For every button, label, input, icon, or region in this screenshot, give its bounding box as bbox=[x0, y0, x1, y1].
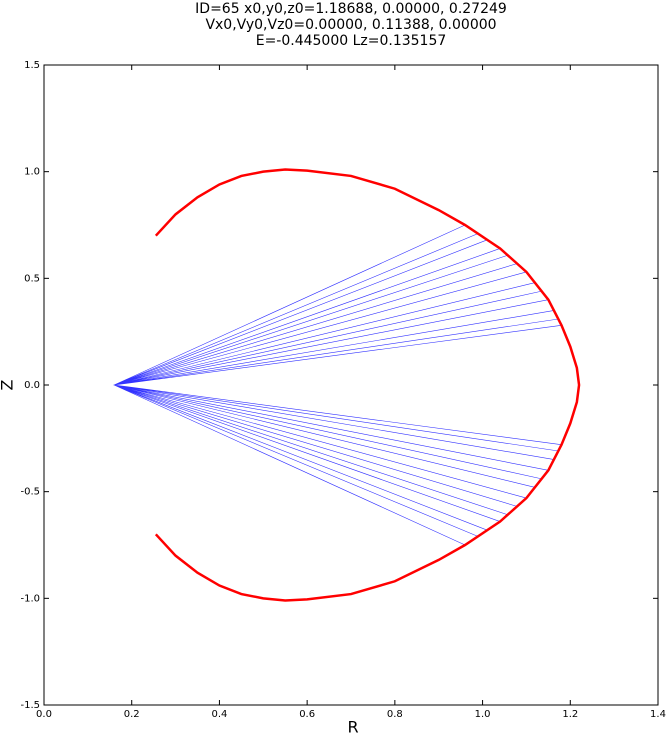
plot-frame bbox=[43, 64, 659, 706]
x-axis-label: R bbox=[347, 718, 358, 737]
y-tick-label: 1.5 bbox=[24, 60, 40, 71]
x-tick-label: 0.6 bbox=[299, 709, 315, 720]
y-tick-label: -0.5 bbox=[20, 487, 40, 498]
y-tick-label: 1.0 bbox=[24, 167, 40, 178]
y-axis-label: Z bbox=[0, 379, 17, 390]
x-tick-label: 1.0 bbox=[475, 709, 491, 720]
x-tick-label: 0.4 bbox=[211, 709, 227, 720]
y-tick-label: 0.0 bbox=[24, 380, 40, 391]
annotation: E=-0.445000 Lz=0.135157 bbox=[256, 33, 447, 49]
x-tick-label: 0.2 bbox=[124, 709, 140, 720]
y-tick-label: 0.5 bbox=[24, 273, 40, 284]
y-tick-label: -1.0 bbox=[20, 593, 40, 604]
orbit-line bbox=[112, 224, 562, 546]
x-tick-label: 0.0 bbox=[36, 709, 52, 720]
y-tick-label: -1.5 bbox=[20, 700, 40, 711]
x-tick-label: 0.8 bbox=[387, 709, 403, 720]
x-tick-label: 1.2 bbox=[562, 709, 578, 720]
chart-title: ID=65 x0,y0,z0=1.18688, 0.00000, 0.27249 bbox=[195, 1, 507, 17]
zero-velocity-curve bbox=[154, 168, 581, 602]
x-tick-label: 1.4 bbox=[650, 709, 666, 720]
chart-subtitle: Vx0,Vy0,Vz0=0.00000, 0.11388, 0.00000 bbox=[205, 17, 496, 33]
